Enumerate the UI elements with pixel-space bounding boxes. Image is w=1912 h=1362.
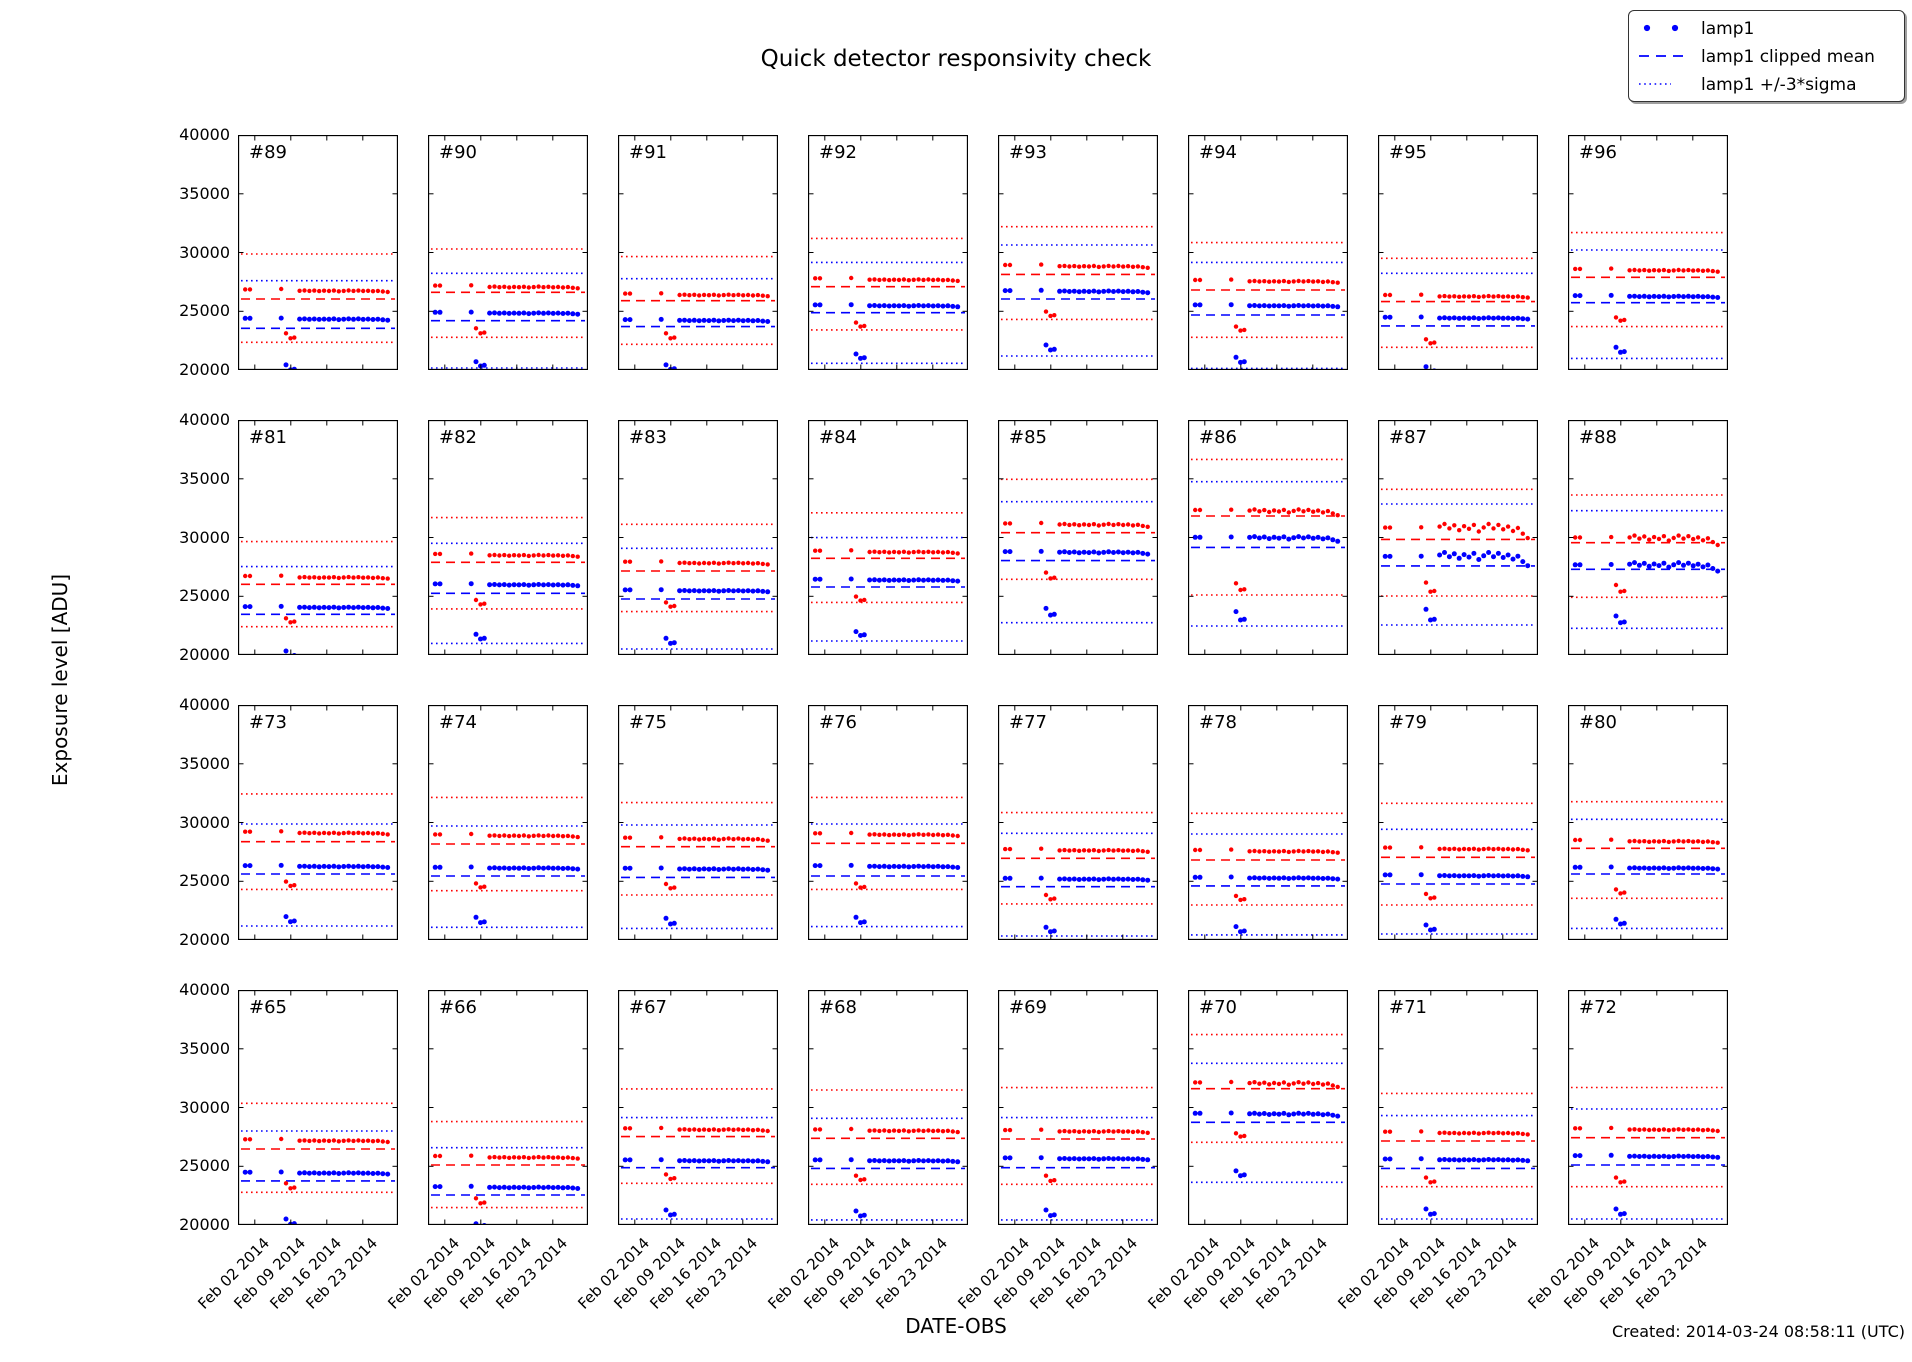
legend-item: lamp1 clipped mean [1629,43,1904,71]
subplot-68: #68 [808,990,968,1225]
subplot-70: #70 [1188,990,1348,1225]
subplot-number-label: #92 [819,142,857,163]
subplot-number-label: #69 [1009,997,1047,1018]
legend-item: lamp1 +/-3*sigma [1629,71,1904,99]
y-tick-label: 30000 [179,1097,230,1117]
subplot-81: #81 [238,420,398,655]
y-tick-label: 35000 [179,1038,230,1058]
subplot-number-label: #79 [1389,712,1427,733]
subplot-79: #79 [1378,705,1538,940]
y-axis-label: Exposure level [ADU] [48,573,72,787]
subplot-71: #71 [1378,990,1538,1225]
subplot-83: #83 [618,420,778,655]
subplot-92: #92 [808,135,968,370]
subplot-75: #75 [618,705,778,940]
subplot-87: #87 [1378,420,1538,655]
legend-item: lamp1 [1629,15,1904,43]
y-tick-label: 20000 [179,930,230,949]
y-tick-label: 40000 [179,410,230,429]
subplot-94: #94 [1188,135,1348,370]
y-tick-label: 25000 [179,301,230,321]
subplot-number-label: #84 [819,427,857,448]
subplot-65: #65 [238,990,398,1225]
subplot-number-label: #80 [1579,712,1617,733]
subplot-number-label: #96 [1579,142,1617,163]
legend-points-marker-icon [1637,20,1695,39]
subplot-number-label: #77 [1009,712,1047,733]
y-tick-label: 20000 [179,1215,230,1234]
y-tick-label: 25000 [179,586,230,606]
subplot-number-label: #67 [629,997,667,1018]
subplot-66: #66 [428,990,588,1225]
subplot-73: #73 [238,705,398,940]
subplot-91: #91 [618,135,778,370]
y-tick-label: 35000 [179,753,230,773]
subplot-number-label: #78 [1199,712,1237,733]
subplot-number-label: #85 [1009,427,1047,448]
subplot-number-label: #95 [1389,142,1427,163]
subplot-76: #76 [808,705,968,940]
y-tick-label: 30000 [179,242,230,262]
subplot-number-label: #91 [629,142,667,163]
subplot-number-label: #74 [439,712,477,733]
subplot-number-label: #66 [439,997,477,1018]
subplot-85: #85 [998,420,1158,655]
subplot-67: #67 [618,990,778,1225]
subplot-number-label: #76 [819,712,857,733]
subplot-93: #93 [998,135,1158,370]
subplot-number-label: #70 [1199,997,1237,1018]
legend-item-label: lamp1 clipped mean [1701,47,1875,67]
subplot-95: #95 [1378,135,1538,370]
subplot-84: #84 [808,420,968,655]
subplot-number-label: #83 [629,427,667,448]
y-tick-label: 35000 [179,183,230,203]
subplot-number-label: #89 [249,142,287,163]
subplot-82: #82 [428,420,588,655]
subplot-96: #96 [1568,135,1728,370]
legend-dashed-marker-icon [1637,48,1695,67]
created-timestamp: Created: 2014-03-24 08:58:11 (UTC) [1611,1322,1905,1341]
y-tick-label: 40000 [179,980,230,999]
subplot-72: #72 [1568,990,1728,1225]
subplot-number-label: #90 [439,142,477,163]
legend-box: lamp1 lamp1 clipped mean lamp1 +/-3*sigma [1628,10,1905,102]
subplot-number-label: #75 [629,712,667,733]
x-axis-label: DATE-OBS [905,1314,1007,1338]
y-tick-label: 30000 [179,527,230,547]
subplot-number-label: #81 [249,427,287,448]
subplot-number-label: #65 [249,997,287,1018]
y-tick-label: 35000 [179,468,230,488]
y-tick-label: 40000 [179,695,230,714]
subplot-86: #86 [1188,420,1348,655]
subplot-78: #78 [1188,705,1348,940]
subplot-number-label: #93 [1009,142,1047,163]
y-tick-label: 20000 [179,360,230,379]
subplot-number-label: #86 [1199,427,1237,448]
subplot-number-label: #88 [1579,427,1617,448]
subplot-number-label: #72 [1579,997,1617,1018]
chart-title: Quick detector responsivity check [760,46,1152,72]
subplot-number-label: #82 [439,427,477,448]
subplot-number-label: #73 [249,712,287,733]
subplot-69: #69 [998,990,1158,1225]
y-tick-label: 25000 [179,871,230,891]
subplot-74: #74 [428,705,588,940]
y-tick-label: 25000 [179,1156,230,1176]
y-tick-label: 30000 [179,812,230,832]
subplot-77: #77 [998,705,1158,940]
legend-dotted-marker-icon [1637,76,1695,95]
y-tick-label: 40000 [179,125,230,144]
legend-item-label: lamp1 [1701,19,1755,39]
y-tick-label: 20000 [179,645,230,664]
subplot-number-label: #71 [1389,997,1427,1018]
subplot-number-label: #94 [1199,142,1237,163]
subplot-number-label: #68 [819,997,857,1018]
subplot-number-label: #87 [1389,427,1427,448]
subplot-80: #80 [1568,705,1728,940]
legend-item-label: lamp1 +/-3*sigma [1701,75,1857,95]
subplot-88: #88 [1568,420,1728,655]
subplot-90: #90 [428,135,588,370]
subplot-89: #89 [238,135,398,370]
